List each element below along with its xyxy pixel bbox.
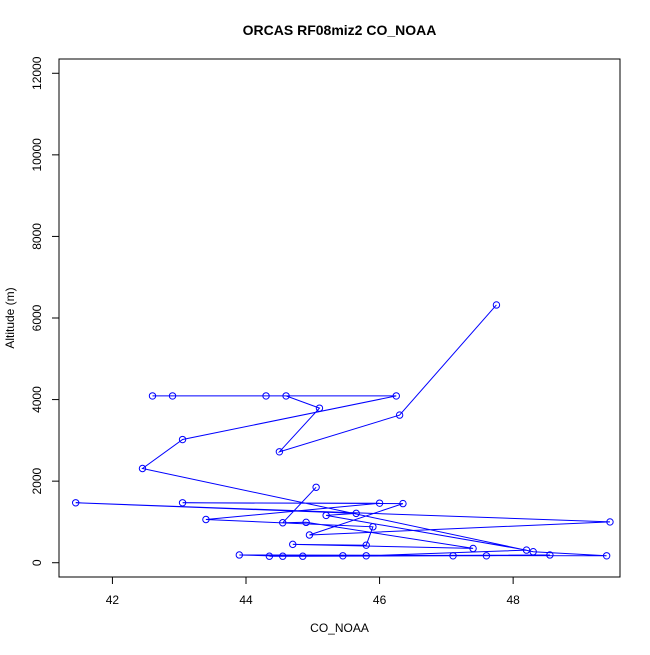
data-point [299,552,307,560]
x-tick-label: 46 [373,593,387,607]
y-tick-label: 0 [30,559,44,566]
data-point [469,544,477,553]
data-point [148,392,157,400]
y-tick-label: 2000 [30,467,44,494]
data-point [168,392,177,400]
data-point [265,552,274,560]
x-axis: 42 44 46 48 [106,576,520,607]
data-point [305,531,314,539]
data-point [289,540,297,549]
data-point [178,499,187,507]
data-point [522,546,531,554]
data-point [275,448,284,456]
data-point [482,552,491,560]
data-point [235,551,244,559]
data-point [178,435,187,444]
data-point [279,552,287,560]
data-point [315,404,324,412]
data-point [138,464,147,473]
data-point [322,511,330,520]
data-point [362,552,370,560]
chart-title: ORCAS RF08miz2 CO_NOAA [243,22,437,38]
x-tick-label: 48 [506,593,520,607]
y-tick-label: 10000 [30,138,44,172]
data-point [71,499,80,507]
data-point [392,392,400,400]
data-point [279,519,287,527]
data-point [202,515,210,524]
series-layer [71,301,614,560]
y-axis: 0 2000 4000 6000 8000 10000 12000 [30,56,60,566]
x-tick-label: 44 [239,593,253,607]
data-point [339,552,347,560]
series-line [75,304,611,557]
y-tick-label: 6000 [30,304,44,331]
data-point [399,499,407,508]
data-point [282,392,290,400]
data-point [395,411,404,419]
data-point [492,301,501,309]
y-tick-label: 4000 [30,386,44,413]
data-point [352,509,360,518]
y-tick-label: 12000 [30,56,44,90]
data-point [606,518,614,526]
data-point [546,551,554,559]
x-axis-label: CO_NOAA [310,621,369,635]
data-point [302,518,310,527]
data-point [449,552,457,560]
data-point [362,541,370,549]
y-tick-label: 8000 [30,223,44,250]
y-axis-label: Altitude (m) [3,287,17,348]
data-point [375,499,384,507]
data-point [369,523,377,531]
data-point [602,552,611,560]
x-tick-label: 42 [106,593,120,607]
data-point [529,548,537,556]
data-point [262,392,270,400]
data-point [312,483,320,491]
